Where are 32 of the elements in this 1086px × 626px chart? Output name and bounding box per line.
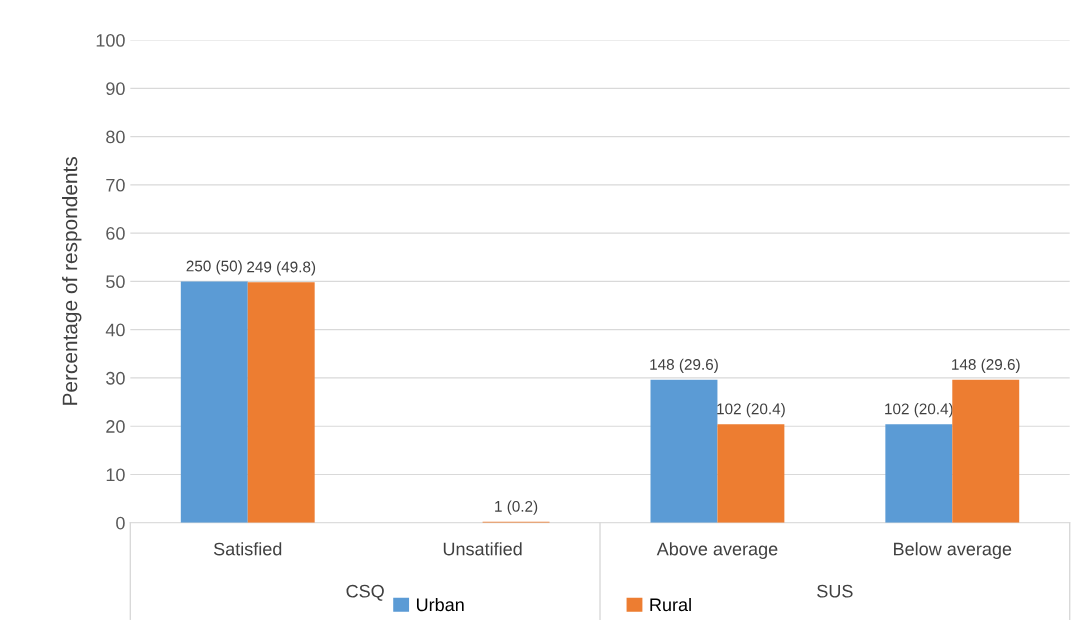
bar <box>650 379 718 523</box>
y-tick-label: 60 <box>106 227 125 240</box>
y-tick-label: 40 <box>105 323 125 337</box>
y-tick-label: 20 <box>106 420 125 433</box>
x-tick-label: Below average <box>894 542 1012 559</box>
y-tick-label: 30 <box>106 371 125 385</box>
x-tick-label: Satisfied <box>213 542 282 556</box>
y-tick-label: 50 <box>106 275 125 289</box>
bar <box>180 281 248 523</box>
text: CSQ <box>346 584 384 601</box>
legend-label: Urban <box>416 597 464 612</box>
bar <box>952 379 1020 523</box>
x-tick-label: Above average <box>656 542 778 559</box>
text: SUS <box>817 584 853 598</box>
y-tick-label: 10 <box>106 468 125 482</box>
data-label: 249 (49.8) <box>247 261 316 276</box>
legend-label: Rural <box>650 597 691 612</box>
data-label: 250 (50) <box>186 260 242 275</box>
y-tick-label: 0 <box>116 516 125 530</box>
y-tick-label: 100 <box>96 34 125 47</box>
bar <box>717 424 785 523</box>
y-tick-label: 80 <box>106 130 125 144</box>
data-label: 102 (20.4) <box>717 403 785 418</box>
bar <box>885 424 953 523</box>
data-label: 1 (0.2) <box>495 500 538 515</box>
y-axis-title: Percentage of respondents <box>62 157 82 405</box>
x-tick-label: Unsatified <box>443 542 522 556</box>
y-tick-label: 90 <box>106 82 125 96</box>
data-label: 148 (29.6) <box>650 358 718 373</box>
data-label: 148 (29.6) <box>952 358 1020 373</box>
bar <box>247 282 315 523</box>
y-tick-label: 70 <box>106 178 125 192</box>
